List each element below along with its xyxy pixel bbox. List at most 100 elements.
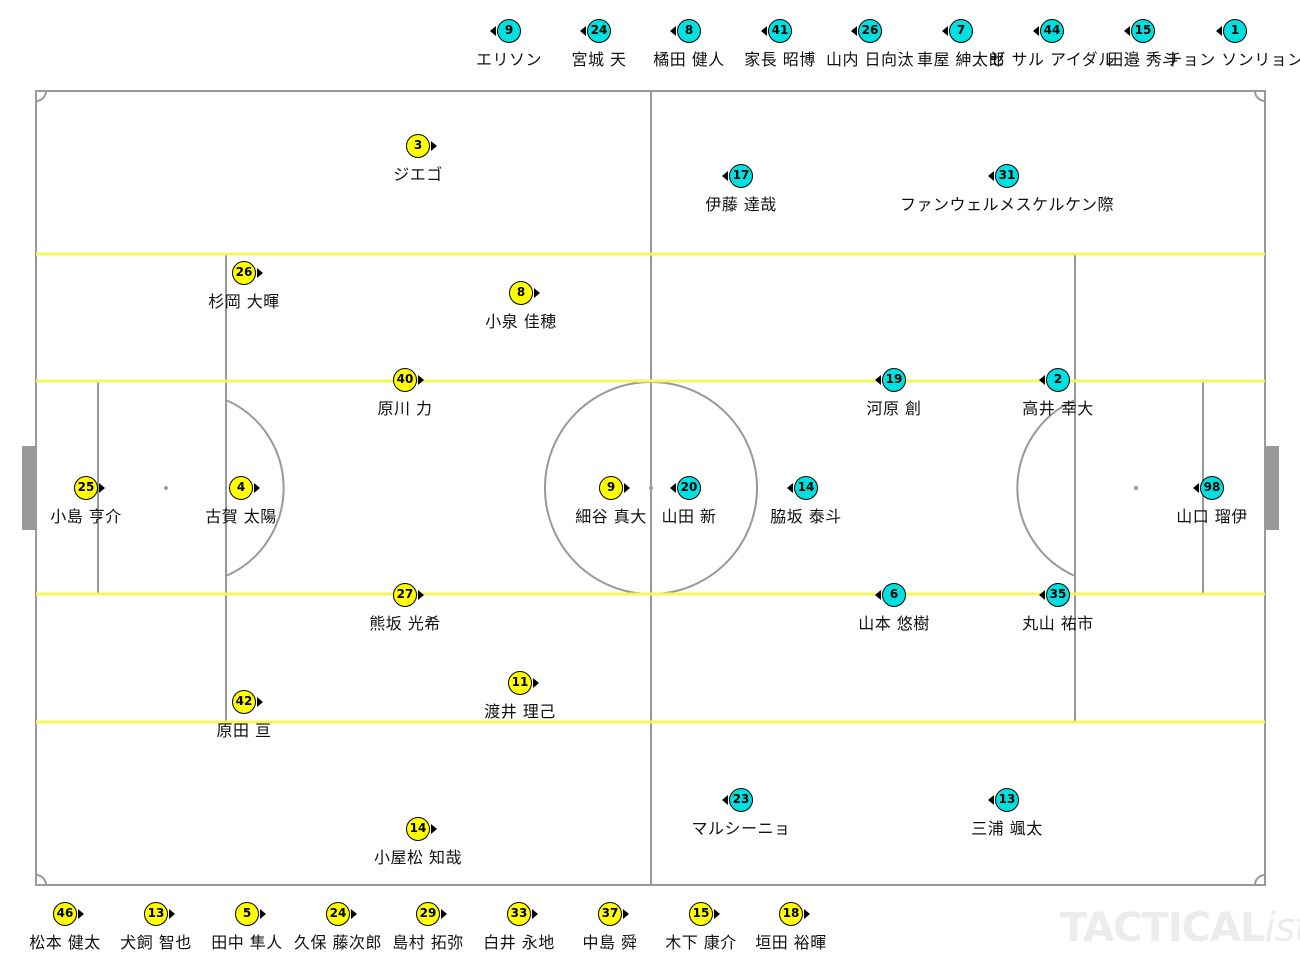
right-penalty-area <box>1074 253 1265 723</box>
direction-arrow-icon <box>260 909 266 919</box>
player-name: 河原 創 <box>866 399 922 418</box>
shirt-number-badge: 37 <box>598 902 622 926</box>
player-name: 田邉 秀斗 <box>1107 50 1179 69</box>
left-penalty-arc <box>225 399 285 577</box>
player-name: 杉岡 大暉 <box>208 292 280 311</box>
direction-arrow-icon <box>942 26 948 36</box>
shirt-number-badge: 17 <box>729 164 753 188</box>
direction-arrow-icon <box>988 795 994 805</box>
shirt-number-badge: 20 <box>677 476 701 500</box>
shirt-number-badge: 31 <box>995 164 1019 188</box>
shirt-number-badge: 35 <box>1046 583 1070 607</box>
player-name: 田中 隼人 <box>211 933 283 952</box>
player-name: 古賀 太陽 <box>205 507 277 526</box>
direction-arrow-icon <box>534 288 540 298</box>
player-name: 小屋松 知哉 <box>373 848 463 867</box>
shirt-number-badge: 27 <box>393 583 417 607</box>
player-name: 車屋 紳太郎 <box>916 50 1006 69</box>
player-name: 橘田 健人 <box>653 50 725 69</box>
direction-arrow-icon <box>533 678 539 688</box>
right-goal <box>1265 446 1279 530</box>
player-name: ファンウェルメスケルケン際 <box>899 195 1115 214</box>
right-penalty-arc <box>1016 399 1076 577</box>
shirt-number-badge: 42 <box>232 690 256 714</box>
player-name: 山口 瑠伊 <box>1176 507 1248 526</box>
shirt-number-badge: 19 <box>882 368 906 392</box>
shirt-number-badge: 6 <box>882 583 906 607</box>
player-name: エリソン <box>475 50 542 69</box>
shirt-number-badge: 29 <box>416 902 440 926</box>
shirt-number-badge: 41 <box>768 19 792 43</box>
player-name: 細谷 真大 <box>575 507 647 526</box>
shirt-number-badge: 13 <box>995 788 1019 812</box>
direction-arrow-icon <box>1033 26 1039 36</box>
player-name: 小泉 佳穂 <box>485 312 557 331</box>
player-name: 小島 亨介 <box>50 507 122 526</box>
left-penalty-spot <box>164 486 168 490</box>
direction-arrow-icon <box>431 824 437 834</box>
player-name: 原田 亘 <box>216 721 272 740</box>
corner-arc-tl <box>35 90 47 102</box>
direction-arrow-icon <box>623 909 629 919</box>
direction-arrow-icon <box>1193 483 1199 493</box>
direction-arrow-icon <box>580 26 586 36</box>
direction-arrow-icon <box>988 171 994 181</box>
player-name: 犬飼 智也 <box>120 933 192 952</box>
direction-arrow-icon <box>722 171 728 181</box>
left-penalty-area <box>36 253 227 723</box>
shirt-number-badge: 18 <box>779 902 803 926</box>
player-name: 山本 悠樹 <box>858 614 930 633</box>
direction-arrow-icon <box>532 909 538 919</box>
shirt-number-badge: 3 <box>406 134 430 158</box>
player-name: 久保 藤次郎 <box>293 933 383 952</box>
direction-arrow-icon <box>441 909 447 919</box>
direction-arrow-icon <box>254 483 260 493</box>
direction-arrow-icon <box>99 483 105 493</box>
direction-arrow-icon <box>490 26 496 36</box>
player-name: 高井 幸大 <box>1022 399 1094 418</box>
direction-arrow-icon <box>1039 590 1045 600</box>
player-name: マルシーニョ <box>691 819 791 838</box>
shirt-number-badge: 98 <box>1200 476 1224 500</box>
shirt-number-badge: 15 <box>689 902 713 926</box>
shirt-number-badge: 23 <box>729 788 753 812</box>
player-name: ジエゴ <box>393 165 443 184</box>
direction-arrow-icon <box>875 590 881 600</box>
player-name: ゼ サル アイダル <box>989 50 1115 69</box>
player-name: 松本 健太 <box>29 933 101 952</box>
direction-arrow-icon <box>722 795 728 805</box>
direction-arrow-icon <box>1039 375 1045 385</box>
direction-arrow-icon <box>1216 26 1222 36</box>
direction-arrow-icon <box>804 909 810 919</box>
player-name: 原川 力 <box>377 399 433 418</box>
direction-arrow-icon <box>257 697 263 707</box>
shirt-number-badge: 24 <box>326 902 350 926</box>
player-name: 脇坂 泰斗 <box>770 507 842 526</box>
shirt-number-badge: 8 <box>509 281 533 305</box>
direction-arrow-icon <box>418 590 424 600</box>
shirt-number-badge: 8 <box>677 19 701 43</box>
shirt-number-badge: 26 <box>858 19 882 43</box>
direction-arrow-icon <box>1124 26 1130 36</box>
corner-arc-bl <box>35 874 47 886</box>
player-name: 木下 康介 <box>665 933 737 952</box>
shirt-number-badge: 1 <box>1223 19 1247 43</box>
shirt-number-badge: 33 <box>507 902 531 926</box>
direction-arrow-icon <box>670 483 676 493</box>
direction-arrow-icon <box>670 26 676 36</box>
direction-arrow-icon <box>78 909 84 919</box>
direction-arrow-icon <box>257 268 263 278</box>
shirt-number-badge: 15 <box>1131 19 1155 43</box>
direction-arrow-icon <box>418 375 424 385</box>
shirt-number-badge: 40 <box>393 368 417 392</box>
player-name: 中島 舜 <box>582 933 638 952</box>
player-name: 山内 日向汰 <box>825 50 915 69</box>
player-name: 島村 拓弥 <box>392 933 464 952</box>
direction-arrow-icon <box>787 483 793 493</box>
shirt-number-badge: 13 <box>144 902 168 926</box>
right-penalty-spot <box>1134 486 1138 490</box>
shirt-number-badge: 5 <box>235 902 259 926</box>
direction-arrow-icon <box>624 483 630 493</box>
shirt-number-badge: 9 <box>599 476 623 500</box>
direction-arrow-icon <box>351 909 357 919</box>
